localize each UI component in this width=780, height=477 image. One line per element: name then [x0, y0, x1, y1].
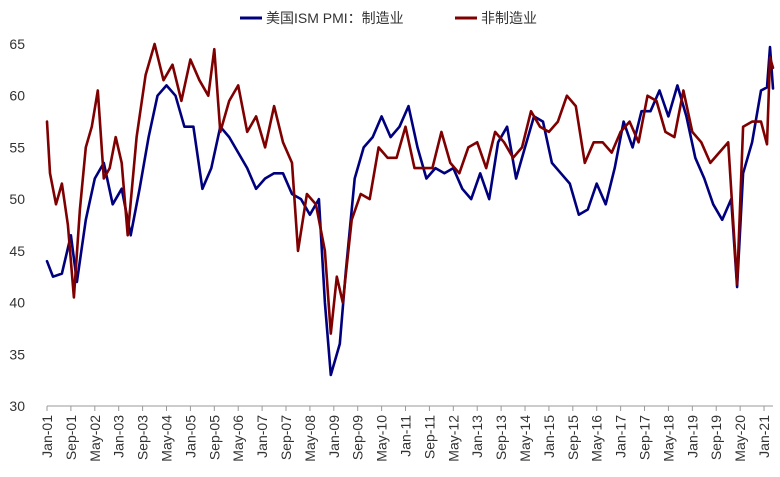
- x-tick-label: Sep-01: [63, 415, 79, 460]
- y-tick-label: 40: [9, 295, 25, 311]
- x-tick-label: Sep-09: [350, 415, 366, 460]
- y-axis: 30 35 40 45 50 55 60 65: [9, 36, 25, 414]
- x-tick-label: Sep-07: [278, 415, 294, 460]
- x-tick-label: Sep-03: [135, 415, 151, 460]
- y-tick-label: 45: [9, 243, 25, 259]
- x-axis: Jan-01 Sep-01 May-02 Jan-03 Sep-03 May-04 Jan-…: [39, 405, 773, 462]
- y-tick-label: 60: [9, 88, 25, 104]
- x-tick-label: Jan-13: [469, 415, 485, 458]
- x-tick-label: Jan-09: [326, 415, 342, 458]
- x-tick-label: Jan-17: [613, 415, 629, 458]
- x-tick-label: Jan-11: [398, 415, 414, 457]
- x-tick-label: Sep-13: [493, 415, 509, 460]
- y-tick-label: 65: [9, 36, 25, 52]
- x-tick-label: May-10: [374, 415, 390, 462]
- y-tick-label: 50: [9, 191, 25, 207]
- series-line-nonmanufacturing: [45, 42, 775, 335]
- x-tick-label: Sep-11: [421, 415, 437, 459]
- y-tick-label: 30: [9, 398, 25, 414]
- x-tick-label: Jan-07: [254, 415, 270, 458]
- x-tick-label: Jan-03: [111, 415, 127, 458]
- legend-label-manufacturing: 美国ISM PMI：制造业: [266, 10, 404, 26]
- legend-label-nonmanufacturing: 非制造业: [481, 10, 537, 26]
- x-tick-label: May-12: [445, 415, 461, 462]
- x-tick-label: Sep-05: [206, 415, 222, 460]
- x-tick-label: May-02: [87, 415, 103, 462]
- x-tick-label: Jan-01: [39, 415, 55, 458]
- series-line-manufacturing: [45, 45, 775, 377]
- x-tick-label: Jan-05: [182, 415, 198, 458]
- x-tick-label: Jan-19: [684, 415, 700, 458]
- x-tick-label: Sep-19: [708, 415, 724, 460]
- y-tick-label: 55: [9, 139, 25, 155]
- plot-area: [45, 42, 775, 377]
- x-tick-label: May-08: [302, 415, 318, 462]
- x-tick-label: Sep-15: [565, 415, 581, 460]
- x-tick-label: May-20: [732, 415, 748, 462]
- x-tick-label: May-18: [660, 415, 676, 462]
- y-tick-label: 35: [9, 346, 25, 362]
- x-tick-label: May-16: [589, 415, 605, 462]
- x-tick-label: May-04: [159, 415, 175, 462]
- x-tick-label: Jan-21: [756, 415, 772, 458]
- x-tick-label: May-06: [230, 415, 246, 462]
- x-tick-label: May-14: [517, 415, 533, 462]
- legend: 美国ISM PMI：制造业 非制造业: [240, 10, 537, 26]
- x-tick-label: Sep-17: [637, 415, 653, 460]
- x-tick-label: Jan-15: [541, 415, 557, 458]
